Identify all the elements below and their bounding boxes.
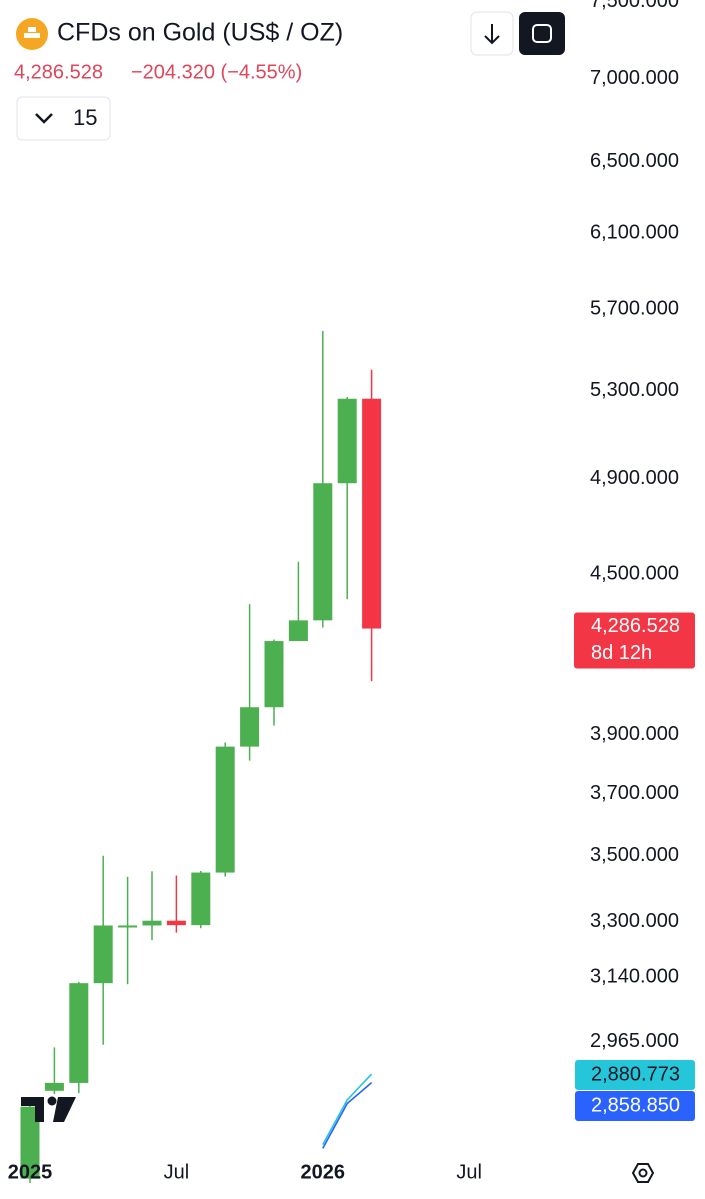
candle-body: [93, 925, 113, 984]
settings-icon: [638, 1168, 648, 1178]
candle-body: [215, 746, 235, 873]
countdown: 8d 12h: [591, 642, 652, 664]
candle-body: [264, 641, 284, 708]
moving-average: [322, 1073, 373, 1145]
chevron: [35, 113, 53, 124]
candle-body: [20, 1106, 40, 1179]
y-tick-label: 3,900.000: [590, 723, 679, 745]
settings-button[interactable]: [631, 1163, 655, 1183]
candle-body: [288, 620, 308, 642]
gold-icon-bar: [28, 27, 36, 32]
y-tick-label: 3,500.000: [590, 844, 679, 866]
candle-body: [362, 398, 382, 629]
price-change: −204.320 (−4.55%): [131, 61, 302, 83]
x-tick-label: 2026: [301, 1161, 346, 1183]
y-tick-label: 7,000.000: [590, 67, 679, 89]
ma-price-label: 2,880.773: [591, 1063, 680, 1085]
candle-body: [337, 398, 357, 484]
logo-part: [53, 1097, 76, 1122]
gold-icon-bar: [24, 33, 40, 38]
logo-part: [21, 1097, 44, 1122]
candle-body: [142, 920, 162, 926]
price-box-label: 4,286.528: [591, 615, 680, 637]
interval: 15: [73, 105, 97, 130]
candle-body: [166, 920, 186, 926]
y-tick-label: 3,700.000: [590, 782, 679, 804]
y-tick-label: 6,500.000: [590, 150, 679, 172]
y-tick-label: 2,965.000: [590, 1030, 679, 1052]
candle-body: [240, 707, 260, 747]
y-tick-label: 5,300.000: [590, 379, 679, 401]
download-icon: [484, 24, 500, 45]
x-tick-label: Jul: [456, 1161, 482, 1183]
y-tick-label: 6,100.000: [590, 221, 679, 243]
candle-body: [191, 872, 211, 926]
chart-title: CFDs on Gold (US$ / OZ): [57, 19, 343, 47]
tradingview-logo: [21, 1096, 76, 1122]
price-box: [574, 612, 695, 669]
candle-body: [313, 483, 333, 621]
moving-average: [322, 1081, 373, 1149]
fullscreen-icon: [532, 24, 552, 43]
y-tick-label: 4,900.000: [590, 467, 679, 489]
ma-price-label: 2,858.850: [591, 1094, 680, 1116]
logo-part: [47, 1096, 57, 1106]
candle-body: [69, 983, 89, 1083]
y-tick-label: 3,300.000: [590, 910, 679, 932]
plot-area: [20, 330, 382, 1183]
y-tick-label: 5,700.000: [590, 297, 679, 319]
ma-price-box: [575, 1091, 695, 1121]
y-tick-label: 7,500.000: [590, 0, 679, 12]
ma-price-box: [575, 1060, 695, 1090]
fullscreen-button[interactable]: [519, 12, 565, 55]
interval-dropdown[interactable]: [16, 96, 111, 141]
y-tick-label: 3,140.000: [590, 966, 679, 988]
y-tick-label: 4,500.000: [590, 562, 679, 584]
candle-body: [44, 1082, 64, 1091]
candle-body: [118, 925, 138, 928]
x-tick-label: Jul: [164, 1161, 190, 1183]
last-price: 4,286.528: [14, 61, 103, 83]
x-tick-label: 2025: [8, 1161, 53, 1183]
